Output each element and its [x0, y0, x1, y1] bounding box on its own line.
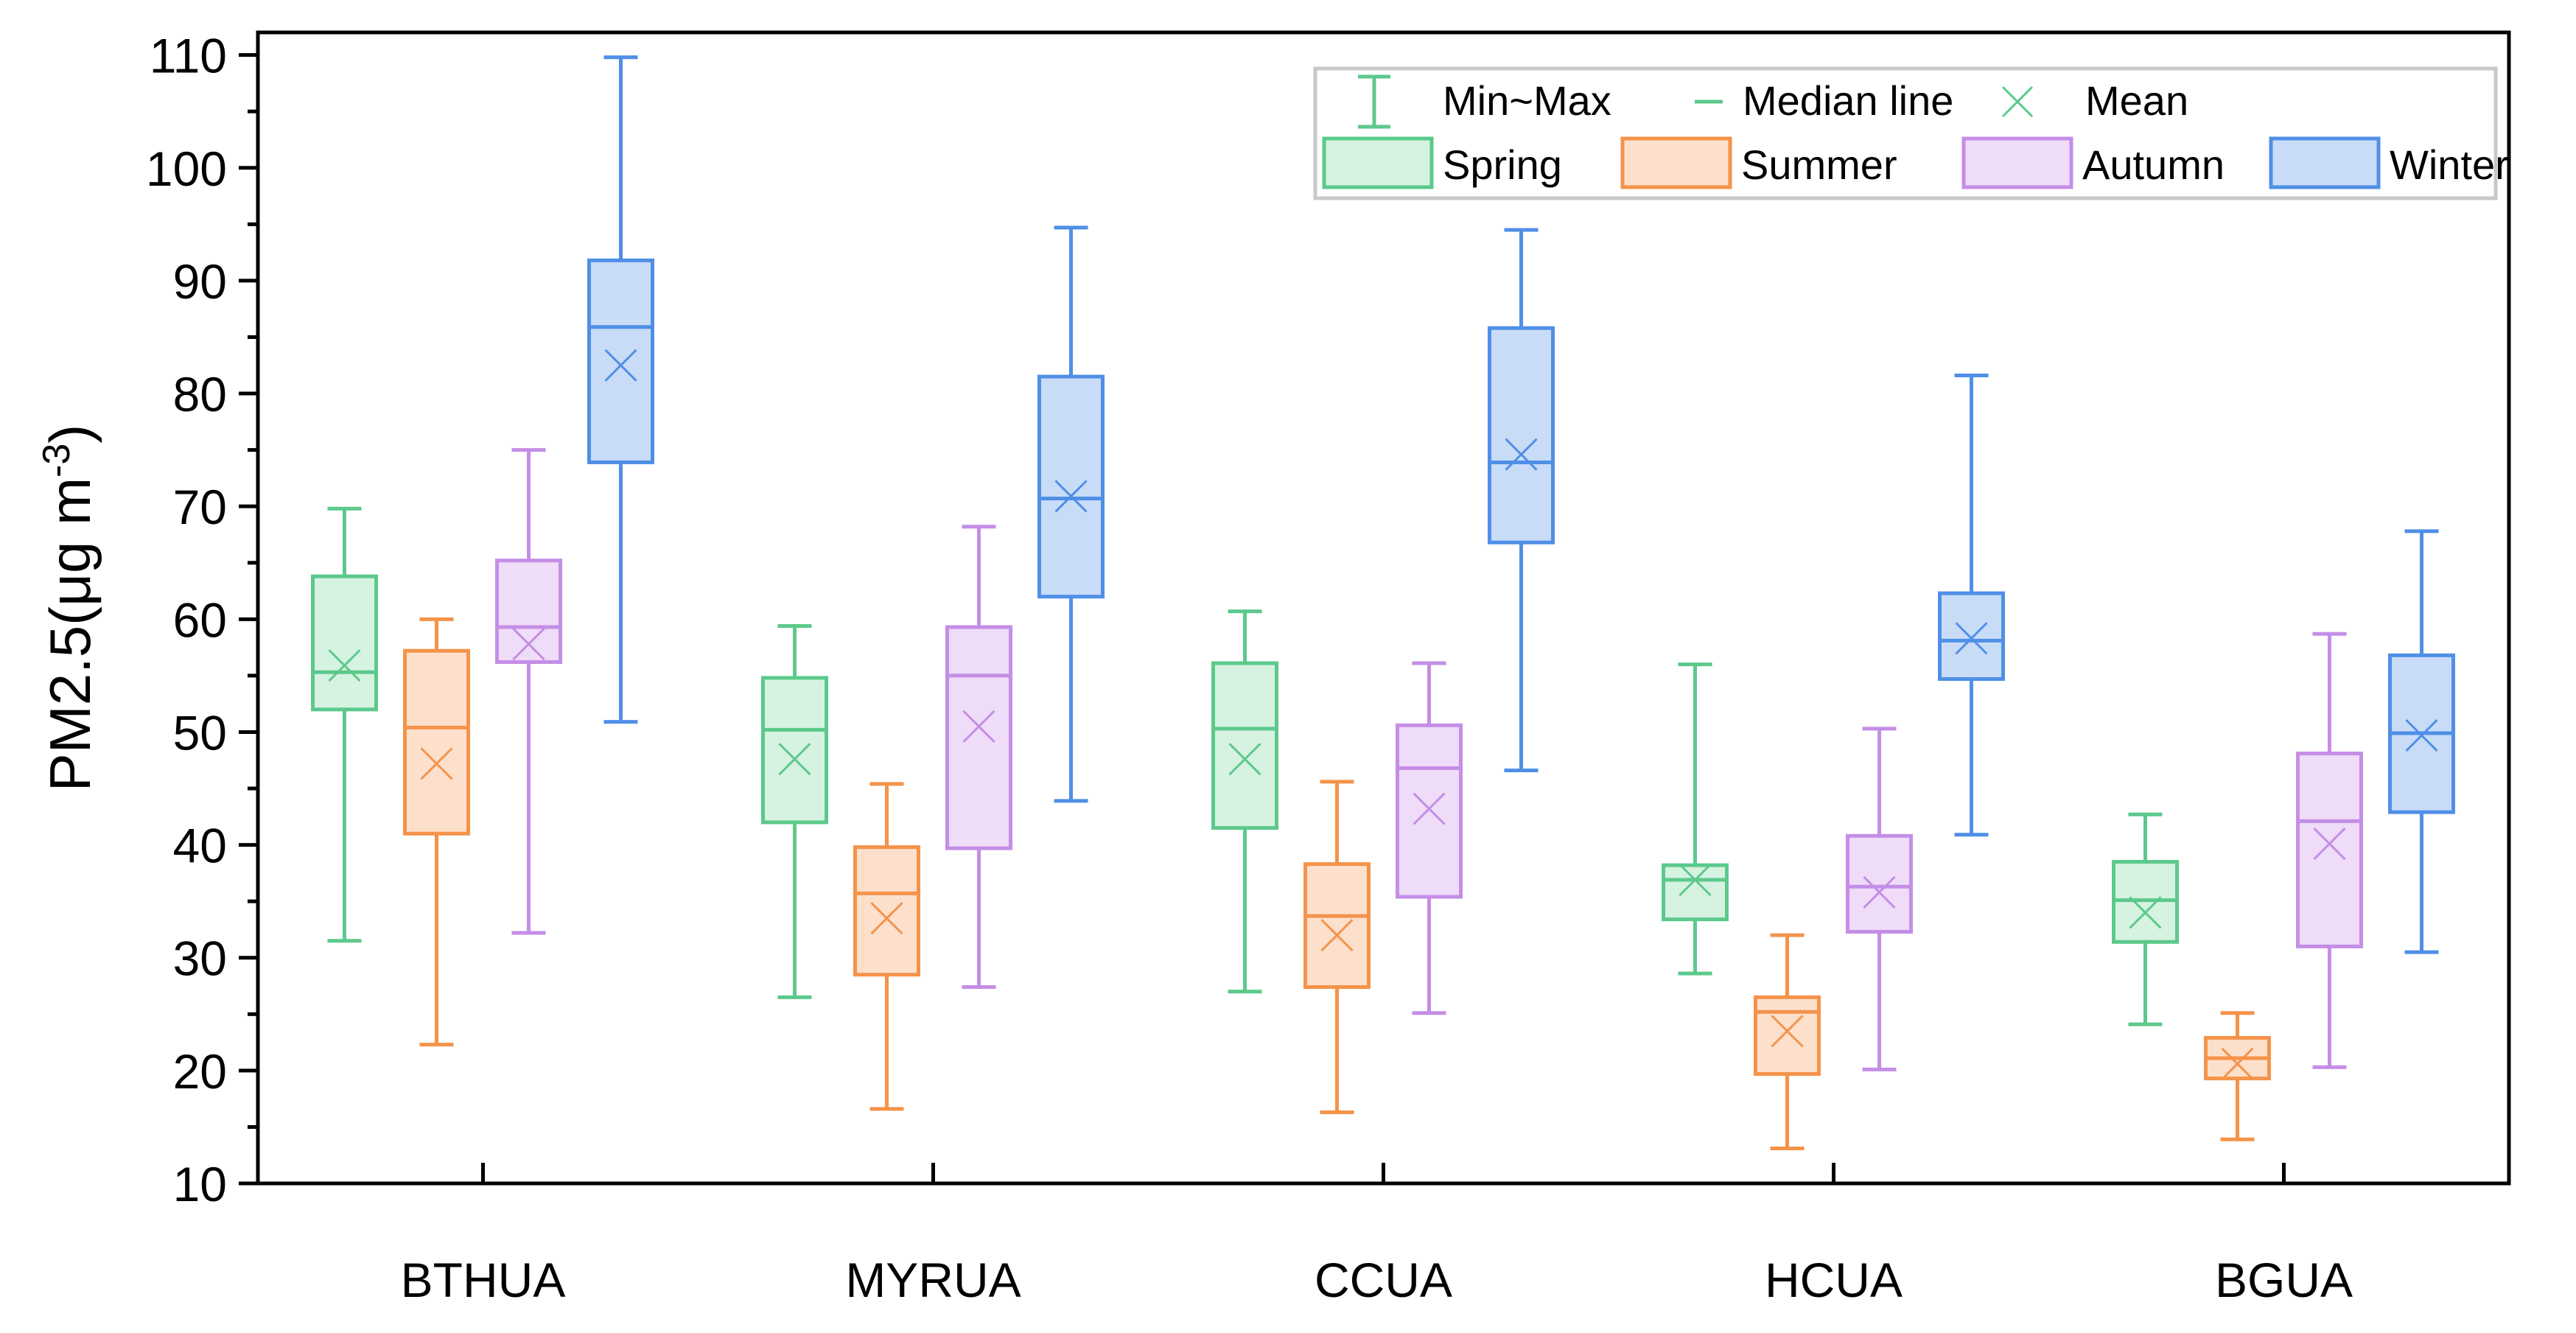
y-tick-label: 110: [150, 29, 227, 83]
box-winter-ccua: [1488, 228, 1555, 773]
plot-data-layer: [311, 55, 2455, 1151]
iqr-box: [761, 676, 828, 825]
legend-swatch-spring: [1322, 136, 1434, 189]
mean-marker: [1771, 1015, 1804, 1048]
iqr-box: [945, 625, 1012, 850]
mean-marker: [512, 627, 545, 661]
mean-marker: [1413, 792, 1446, 825]
legend-swatch-summer: [1620, 136, 1732, 189]
iqr-box: [1303, 862, 1371, 990]
legend-mean-symbol: [2001, 85, 2034, 118]
mean-marker: [870, 902, 903, 935]
iqr-box: [587, 258, 654, 464]
mean-marker: [1679, 863, 1712, 897]
iqr-box: [1662, 863, 1729, 922]
y-axis-title: PM2.5(μg m-3): [35, 424, 102, 792]
y-tick-label: 30: [173, 931, 227, 986]
box-summer-bgua: [2204, 1011, 2271, 1141]
legend-label-summer: Summer: [1741, 141, 1897, 188]
iqr-box: [311, 574, 378, 712]
y-tick-label: 60: [173, 592, 227, 647]
iqr-box: [1754, 995, 1821, 1076]
axes-layer: [256, 30, 2511, 1186]
box-spring-bgua: [2112, 812, 2179, 1026]
legend-median-label: Median line: [1743, 77, 1953, 124]
y-tick-label: 50: [173, 705, 227, 760]
y-axis-title-close: ): [38, 424, 102, 444]
box-spring-myrua: [761, 624, 828, 999]
mean-marker: [1320, 919, 1354, 952]
box-autumn-myrua: [945, 525, 1012, 990]
mean-marker: [2313, 827, 2346, 861]
iqr-box: [403, 648, 470, 836]
box-spring-bthua: [311, 506, 378, 943]
mean-marker: [328, 649, 361, 682]
mean-marker: [1505, 438, 1538, 471]
box-winter-myrua: [1037, 225, 1105, 803]
mean-marker: [420, 747, 453, 780]
iqr-box: [1846, 833, 1913, 934]
iqr-box: [1211, 661, 1278, 830]
iqr-box: [1488, 326, 1555, 545]
y-tick-label: 80: [173, 367, 227, 421]
legend-minmax-label: Min~Max: [1443, 77, 1611, 124]
y-axis-ticks: 10 20 30 40 50 60 70 80 90 100 110: [146, 29, 258, 1211]
mean-marker: [604, 349, 637, 382]
mean-marker: [2129, 896, 2162, 929]
y-tick-label: 40: [173, 819, 227, 873]
legend-swatch-winter: [2269, 136, 2381, 189]
x-tick-label: BGUA: [2215, 1253, 2353, 1307]
box-spring-ccua: [1211, 609, 1278, 994]
box-autumn-bgua: [2296, 631, 2363, 1069]
box-winter-hcua: [1938, 374, 2005, 837]
x-tick-label: CCUA: [1315, 1253, 1452, 1307]
y-tick-label: 70: [173, 480, 227, 534]
y-tick-label: 10: [173, 1157, 227, 1211]
mean-marker: [1054, 480, 1088, 513]
mean-marker: [778, 743, 811, 776]
y-tick-label: 20: [173, 1044, 227, 1099]
legend-top-row: Min~Max Median line Mean: [1358, 74, 2188, 129]
iqr-box: [1396, 723, 1463, 899]
legend-label-autumn: Autumn: [2082, 141, 2225, 188]
y-axis-title-superscript: -3: [35, 444, 78, 477]
mean-marker: [1863, 875, 1896, 909]
box-summer-myrua: [853, 782, 920, 1111]
box-autumn-hcua: [1846, 727, 1913, 1071]
iqr-box: [853, 845, 920, 977]
iqr-box: [1037, 374, 1105, 599]
iqr-box: [495, 559, 562, 665]
box-autumn-ccua: [1396, 661, 1463, 1015]
box-autumn-bthua: [495, 448, 562, 935]
x-tick-label: BTHUA: [401, 1253, 566, 1307]
box-winter-bthua: [587, 55, 654, 724]
legend: Min~Max Median line Mean Spring Summer Autum…: [1313, 66, 2509, 200]
y-tick-label: 90: [173, 254, 227, 309]
x-tick-label: MYRUA: [845, 1253, 1021, 1307]
mean-marker: [1228, 743, 1261, 776]
box-summer-ccua: [1303, 780, 1371, 1115]
mean-marker: [1955, 622, 1988, 655]
legend-bottom-row: Spring Summer Autumn Winter: [1322, 136, 2509, 189]
y-tick-label: 100: [146, 141, 227, 196]
x-axis-ticks: BTHUA MYRUA CCUA HCUA BGUA: [401, 1163, 2353, 1307]
x-tick-label: HCUA: [1765, 1253, 1903, 1307]
box-winter-bgua: [2388, 529, 2455, 954]
box-spring-hcua: [1662, 662, 1729, 976]
y-axis-title-main: PM2.5(μg m: [38, 477, 102, 791]
legend-swatch-autumn: [1961, 136, 2073, 189]
mean-marker: [962, 710, 995, 743]
iqr-box: [1938, 591, 2005, 681]
iqr-box: [2296, 752, 2363, 948]
legend-label-spring: Spring: [1443, 141, 1562, 188]
legend-mean-label: Mean: [2085, 77, 2188, 124]
box-summer-bthua: [403, 617, 470, 1047]
mean-marker: [2221, 1047, 2254, 1080]
mean-marker: [2405, 718, 2438, 752]
legend-label-winter: Winter: [2390, 141, 2509, 188]
plot-frame: [256, 30, 2511, 1186]
box-summer-hcua: [1754, 933, 1821, 1151]
